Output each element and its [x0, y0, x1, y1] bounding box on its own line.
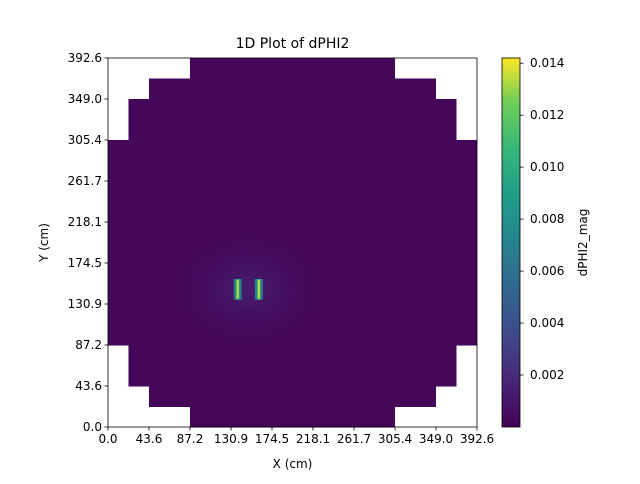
- x-axis-ticks: 0.0 43.6 87.2 130.9 174.5 218.1 261.7 305.4 349.…: [98, 427, 494, 446]
- colorbar-label: dPHI2_mag: [576, 209, 590, 277]
- domain-row-4: [128, 98, 457, 141]
- x-tick-label: 261.7: [337, 432, 371, 446]
- peak-1-core: [236, 279, 239, 299]
- y-tick-label: 174.5: [68, 256, 102, 270]
- domain-row-6: [189, 58, 396, 79]
- y-tick-label: 130.9: [68, 297, 102, 311]
- x-tick-label: 305.4: [378, 432, 412, 446]
- colorbar-tick-label: 0.008: [530, 212, 564, 226]
- colorbar: [501, 57, 521, 428]
- y-tick-label: 43.6: [75, 379, 102, 393]
- x-axis-label: X (cm): [273, 457, 313, 471]
- y-tick-label: 392.6: [68, 51, 102, 65]
- colorbar-tick-label: 0.002: [530, 368, 564, 382]
- y-axis-ticks: 0.0 43.6 87.2 130.9 174.5 218.1 261.7 305.4 349.…: [68, 51, 108, 434]
- x-tick-label: 0.0: [98, 432, 117, 446]
- colorbar-tick-label: 0.006: [530, 264, 564, 278]
- field-glow-ellipse: [153, 214, 344, 365]
- domain-row-5: [148, 78, 437, 100]
- colorbar-ticks: 0.002 0.004 0.006 0.008 0.010 0.012 0.014: [520, 56, 564, 382]
- x-tick-label: 174.5: [255, 432, 289, 446]
- x-tick-label: 43.6: [136, 432, 163, 446]
- x-tick-label: 218.1: [296, 432, 330, 446]
- y-tick-label: 261.7: [68, 174, 102, 188]
- y-tick-label: 349.0: [68, 92, 102, 106]
- chart-title: 1D Plot of dPHI2: [236, 36, 350, 52]
- y-tick-label: 305.4: [68, 133, 102, 147]
- x-tick-label: 87.2: [177, 432, 204, 446]
- peak-2-core: [257, 279, 260, 299]
- colorbar-tick-label: 0.010: [530, 160, 564, 174]
- x-tick-label: 349.0: [419, 432, 453, 446]
- x-tick-label: 130.9: [214, 432, 248, 446]
- field-glow: [153, 214, 344, 365]
- colorbar-tick-label: 0.012: [530, 108, 564, 122]
- colorbar-tick-label: 0.004: [530, 316, 564, 330]
- plot-frame: [107, 57, 478, 428]
- heatmap-domain: [108, 58, 477, 428]
- y-axis-label: Y (cm): [37, 223, 51, 263]
- x-tick-label: 392.6: [460, 432, 494, 446]
- y-tick-label: 0.0: [83, 420, 102, 434]
- y-tick-label: 218.1: [68, 215, 102, 229]
- heatmap-peaks: [233, 278, 263, 300]
- domain-row-0: [189, 406, 396, 428]
- y-tick-label: 87.2: [75, 338, 102, 352]
- colorbar-tick-label: 0.014: [530, 56, 564, 70]
- domain-row-1: [148, 386, 437, 408]
